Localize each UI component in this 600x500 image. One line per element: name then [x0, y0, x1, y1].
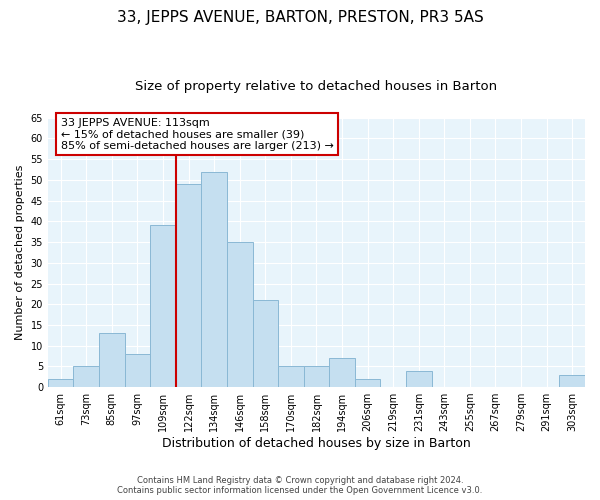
Bar: [99, 333, 125, 387]
Text: 33, JEPPS AVENUE, BARTON, PRESTON, PR3 5AS: 33, JEPPS AVENUE, BARTON, PRESTON, PR3 5…: [116, 10, 484, 25]
Bar: [48, 379, 73, 387]
Text: Contains HM Land Registry data © Crown copyright and database right 2024.
Contai: Contains HM Land Registry data © Crown c…: [118, 476, 482, 495]
Bar: [253, 300, 278, 387]
Bar: [202, 172, 227, 387]
Text: 33 JEPPS AVENUE: 113sqm
← 15% of detached houses are smaller (39)
85% of semi-de: 33 JEPPS AVENUE: 113sqm ← 15% of detache…: [61, 118, 334, 151]
Bar: [125, 354, 150, 387]
Bar: [278, 366, 304, 387]
Bar: [559, 374, 585, 387]
Y-axis label: Number of detached properties: Number of detached properties: [15, 164, 25, 340]
X-axis label: Distribution of detached houses by size in Barton: Distribution of detached houses by size …: [162, 437, 471, 450]
Bar: [150, 226, 176, 387]
Bar: [355, 379, 380, 387]
Bar: [73, 366, 99, 387]
Bar: [329, 358, 355, 387]
Bar: [176, 184, 202, 387]
Bar: [406, 370, 431, 387]
Title: Size of property relative to detached houses in Barton: Size of property relative to detached ho…: [136, 80, 497, 93]
Bar: [227, 242, 253, 387]
Bar: [304, 366, 329, 387]
